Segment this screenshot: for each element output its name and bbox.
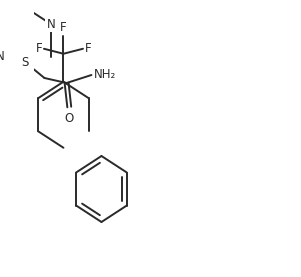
Text: O: O xyxy=(65,112,74,125)
Text: F: F xyxy=(60,21,67,34)
Text: N: N xyxy=(46,17,55,30)
Text: F: F xyxy=(36,42,42,55)
Text: F: F xyxy=(85,42,92,55)
Text: N: N xyxy=(0,50,5,63)
Text: S: S xyxy=(21,55,29,68)
Text: NH₂: NH₂ xyxy=(94,68,116,81)
